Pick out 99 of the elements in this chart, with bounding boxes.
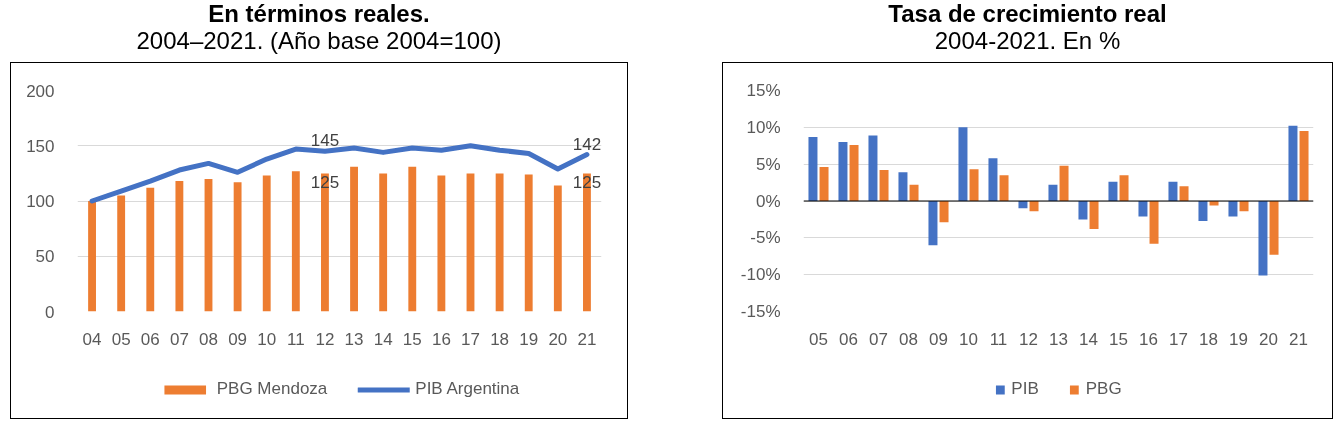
bar [898, 172, 908, 201]
x-tick-label: 15 [1109, 329, 1128, 349]
bar [437, 175, 446, 312]
bar [1228, 201, 1238, 217]
bar [1149, 201, 1159, 244]
bar [819, 167, 829, 201]
x-tick-label: 11 [287, 329, 305, 349]
data-label: 142 [572, 134, 602, 154]
bar [1089, 201, 1099, 229]
x-tick-label: 06 [839, 329, 858, 349]
y-tick-label: -15% [740, 302, 781, 321]
bar [291, 171, 300, 312]
x-tick-label: 08 [899, 329, 918, 349]
x-tick-label: 20 [1259, 329, 1278, 349]
bar [1059, 165, 1069, 201]
bar [958, 127, 968, 201]
x-tick-label: 14 [373, 329, 393, 349]
x-tick-label: 06 [140, 329, 160, 349]
y-tick-label: 0% [755, 191, 781, 211]
legend-label: PIB Argentina [415, 379, 520, 399]
bar [408, 166, 417, 312]
bar [524, 174, 533, 312]
chart-title: En términos reales. [208, 0, 430, 27]
legend-label: PIB [1011, 379, 1039, 399]
y-tick-label: 15% [746, 81, 781, 100]
x-tick-label: 05 [111, 329, 131, 349]
bar [939, 201, 949, 223]
legend-label: PBG [1085, 379, 1122, 399]
bar [1258, 201, 1268, 276]
bar [1168, 181, 1178, 201]
x-tick-label: 17 [461, 329, 480, 349]
bar [928, 201, 938, 246]
bar [1288, 125, 1298, 201]
x-tick-label: 12 [1019, 329, 1038, 349]
x-tick-label: 16 [1139, 329, 1158, 349]
bar [1119, 175, 1129, 201]
y-tick-label: -5% [750, 228, 781, 248]
x-tick-label: 14 [1079, 329, 1098, 349]
x-tick-label: 11 [989, 329, 1008, 349]
bar [553, 185, 562, 312]
bar [849, 145, 859, 201]
x-tick-label: 10 [959, 329, 978, 349]
bar [879, 170, 889, 201]
x-tick-label: 07 [869, 329, 888, 349]
bar [262, 175, 271, 312]
bar [88, 201, 96, 312]
bar [838, 142, 848, 201]
bar [117, 195, 126, 312]
x-tick-label: 05 [809, 329, 828, 349]
chart-title: Tasa de crecimiento real [888, 0, 1167, 27]
x-tick-label: 21 [577, 329, 597, 349]
bar [1299, 131, 1309, 201]
bar [808, 136, 818, 201]
x-tick-label: 12 [315, 329, 335, 349]
y-tick-label: 200 [26, 81, 55, 101]
bar [988, 158, 998, 201]
bar [868, 135, 878, 201]
x-tick-label: 17 [1169, 329, 1188, 349]
bar [495, 173, 504, 312]
y-tick-label: 150 [26, 136, 55, 156]
bar [909, 184, 919, 201]
legend-label: PBG Mendoza [216, 379, 328, 399]
x-tick-label: 18 [1199, 329, 1218, 349]
x-tick-label: 04 [82, 329, 102, 349]
bar [1048, 184, 1058, 201]
bar [999, 175, 1009, 201]
bar [1269, 201, 1279, 255]
x-tick-label: 09 [228, 329, 248, 349]
bar [1108, 181, 1118, 201]
x-tick-label: 16 [431, 329, 451, 349]
y-tick-label: 50 [35, 247, 55, 267]
bar [146, 187, 155, 312]
x-tick-label: 09 [929, 329, 948, 349]
x-tick-label: 20 [548, 329, 568, 349]
bar [233, 182, 242, 312]
y-tick-label: 10% [746, 117, 781, 137]
x-tick-label: 10 [257, 329, 277, 349]
bar [1198, 201, 1208, 221]
bar [175, 181, 184, 312]
bar [1078, 201, 1088, 220]
y-tick-label: 100 [26, 192, 55, 211]
bar [1138, 201, 1148, 217]
x-tick-label: 15 [402, 329, 422, 349]
y-tick-label: 0 [45, 302, 55, 322]
x-tick-label: 08 [199, 329, 218, 349]
bar [350, 166, 358, 312]
x-tick-label: 13 [344, 329, 364, 349]
bar [379, 173, 388, 312]
data-label: 145 [310, 131, 340, 151]
x-tick-label: 19 [519, 329, 539, 349]
y-tick-label: -10% [740, 265, 781, 285]
y-tick-label: 5% [755, 154, 781, 174]
x-tick-label: 18 [490, 329, 510, 349]
bar [1179, 186, 1189, 201]
bar [969, 169, 979, 201]
x-tick-label: 07 [169, 329, 189, 349]
x-tick-label: 13 [1049, 329, 1068, 349]
x-tick-label: 21 [1289, 329, 1308, 349]
x-tick-label: 19 [1229, 329, 1248, 349]
